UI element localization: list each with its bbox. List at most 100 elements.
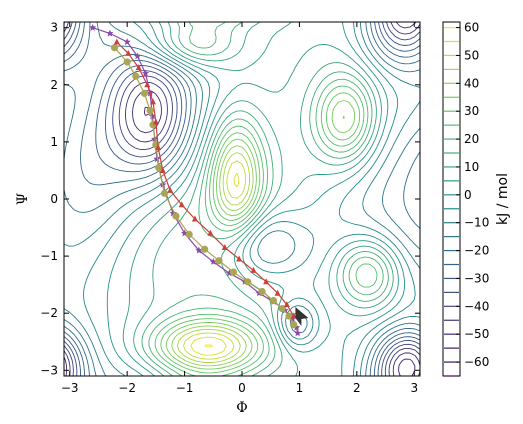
y-tick-label: −2 <box>40 306 58 320</box>
path-point-triangle <box>283 301 290 308</box>
contour-level <box>190 172 240 356</box>
colorbar-tick-label: 40 <box>464 76 479 90</box>
path-point-triangle <box>207 229 214 236</box>
path-point-circle <box>269 297 278 305</box>
contour-level <box>176 152 251 363</box>
path-point-triangle <box>144 81 151 88</box>
y-axis-label: Ψ <box>15 193 31 205</box>
path-point-star <box>225 269 233 277</box>
x-axis-ticks: −3 −2 −1 0 1 2 3 <box>61 22 418 395</box>
y-tick-label: −1 <box>40 249 58 263</box>
path-point-star <box>89 23 97 31</box>
contour-level <box>64 22 420 376</box>
x-tick-label: −1 <box>176 381 194 395</box>
x-tick-label: 2 <box>353 381 361 395</box>
x-tick-label: 0 <box>238 381 246 395</box>
plot-frame <box>63 21 421 377</box>
path-point-star <box>106 29 114 37</box>
y-tick-label: 0 <box>50 192 58 206</box>
path-point-circle <box>290 321 298 329</box>
path-point-star <box>294 329 302 337</box>
colorbar <box>442 21 461 377</box>
path-point-star <box>133 52 142 60</box>
path-point-circle <box>140 89 148 97</box>
path-point-triangle <box>167 186 174 193</box>
path-point-circle <box>123 58 131 66</box>
path-point-circle <box>215 257 223 265</box>
contour-level <box>122 22 399 376</box>
contour-level <box>64 22 420 376</box>
contour-level <box>64 22 420 376</box>
path-point-star <box>195 246 203 254</box>
path-point-star <box>288 315 297 322</box>
y-axis-ticks: −3 −2 −1 0 1 2 3 <box>40 21 420 377</box>
path-point-circle <box>110 44 119 52</box>
contour-level <box>83 22 416 376</box>
colorbar-tick-label: −10 <box>464 216 489 230</box>
path-point-star <box>169 209 177 217</box>
colorbar-tick-label: 0 <box>464 188 472 202</box>
contour-level <box>133 22 394 376</box>
contour-level <box>148 22 384 376</box>
x-tick-label: 1 <box>296 381 304 395</box>
path-point-triangle <box>191 215 198 222</box>
colorbar-tick-label: 20 <box>464 132 479 146</box>
path-point-circle <box>155 163 163 172</box>
colorbar-tick-label: 50 <box>464 48 479 62</box>
y-tick-label: −3 <box>40 363 58 377</box>
colorbar-label: kJ / mol <box>495 173 511 225</box>
contour-level <box>160 92 361 374</box>
colorbar-tick-label: 60 <box>464 21 479 35</box>
contour-level <box>106 22 406 376</box>
y-tick-label: 3 <box>50 21 58 35</box>
colorbar-tick-label: −50 <box>464 327 489 341</box>
contour-level <box>165 100 356 370</box>
path-point-star <box>181 229 189 237</box>
path-point-star <box>123 38 131 46</box>
path-point-triangle <box>250 266 257 273</box>
colorbar-tick-label: 30 <box>464 104 479 118</box>
path-point-circle <box>201 245 209 253</box>
path-point-triangle <box>152 118 159 125</box>
contour-level <box>183 160 247 360</box>
path-point-triangle <box>150 98 156 105</box>
contour-lines <box>64 22 420 376</box>
arrow-marker <box>295 307 309 327</box>
contour-level <box>204 344 213 348</box>
path-point-circle <box>132 72 140 80</box>
transition-paths <box>89 23 309 337</box>
colorbar-tick-label: −60 <box>464 355 489 369</box>
colorbar-tick-label: 10 <box>464 160 479 174</box>
path-point-triangle <box>135 64 142 71</box>
path-point-triangle <box>159 166 166 173</box>
path-point-triangle <box>113 38 120 45</box>
contour-level <box>64 22 420 376</box>
contour-level <box>64 22 420 376</box>
path-point-circle <box>285 312 293 320</box>
y-tick-label: 1 <box>50 135 58 149</box>
x-tick-label: 3 <box>410 381 418 395</box>
x-axis-label: Φ <box>236 400 247 416</box>
path-point-triangle <box>221 244 228 251</box>
contour-level <box>64 22 420 376</box>
contour-level <box>64 22 420 376</box>
path-point-circle <box>160 189 169 197</box>
contour-level <box>64 22 420 376</box>
colorbar-ticks: 60 50 40 30 20 10 0 −10 −20 −30 −40 −50 −60 <box>456 21 489 369</box>
path-point-triangle <box>274 289 281 296</box>
path-point-triangle <box>290 312 297 319</box>
path-point-triangle <box>125 49 132 56</box>
y-tick-label: 2 <box>50 78 58 92</box>
path-point-circle <box>244 278 252 286</box>
path-point-star <box>292 323 301 331</box>
path-point-circle <box>229 268 237 276</box>
contour-level <box>171 115 345 367</box>
path-point-circle <box>146 106 154 115</box>
path-point-triangle <box>263 278 270 285</box>
colorbar-tick-label: −40 <box>464 299 489 313</box>
path-point-star <box>209 258 217 265</box>
x-tick-label: −3 <box>61 381 79 395</box>
x-tick-label: −2 <box>118 381 136 395</box>
contour-level <box>141 22 389 376</box>
